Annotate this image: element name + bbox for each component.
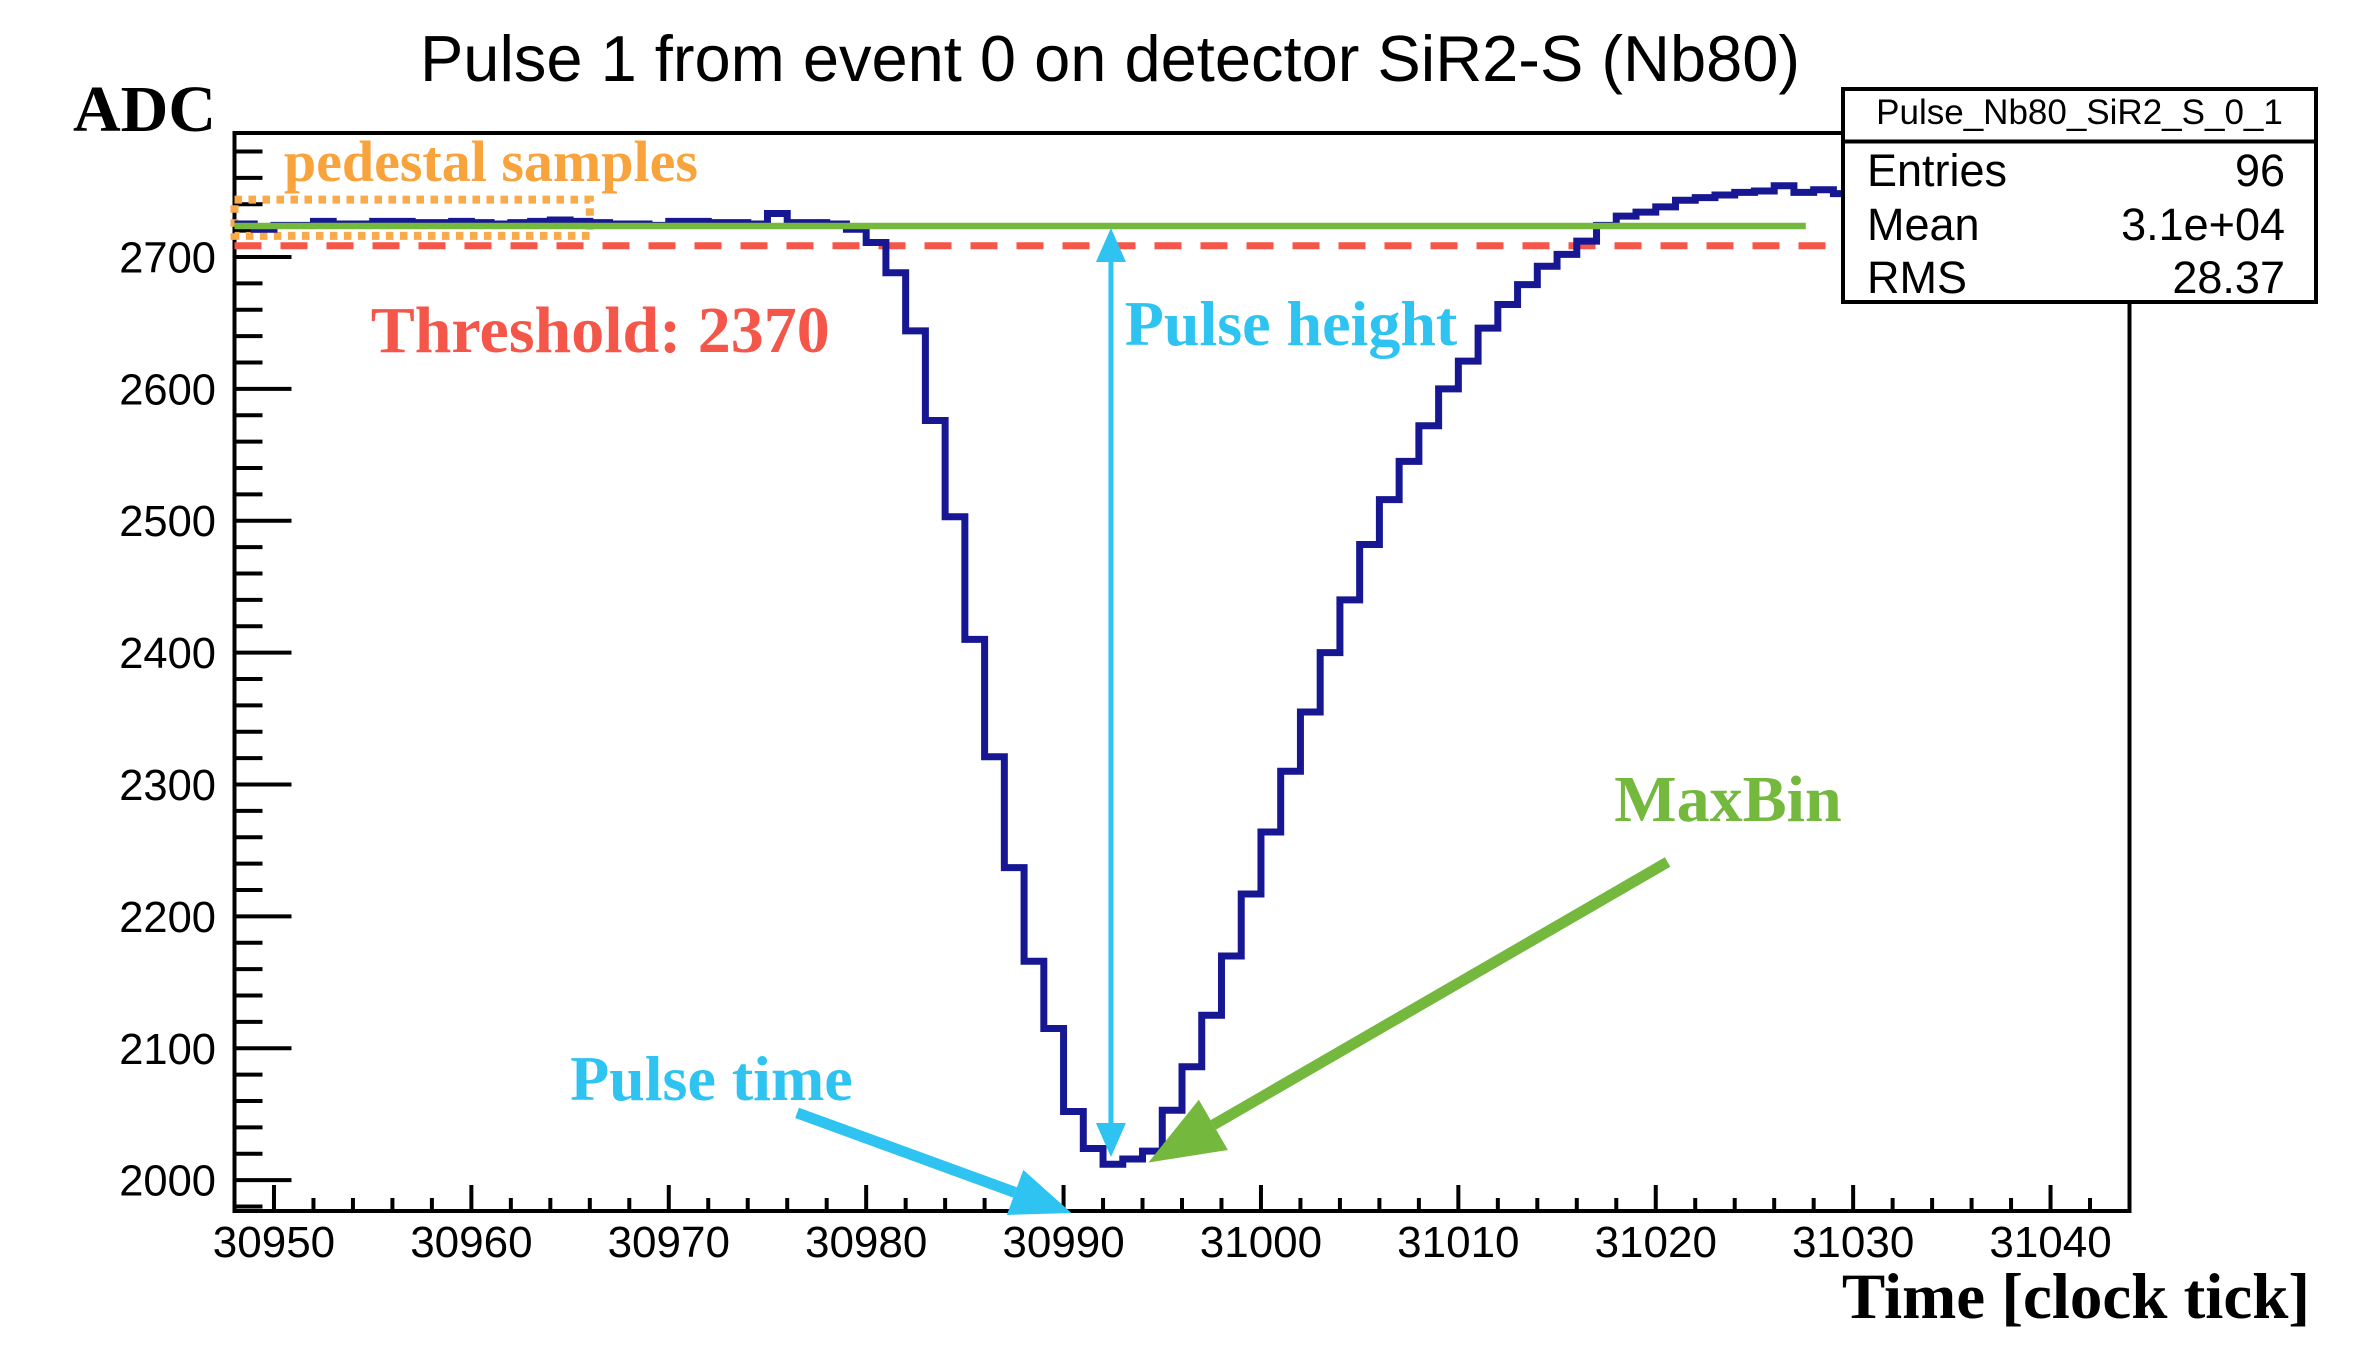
pulse-time-arrow-shaft xyxy=(795,1107,1017,1198)
stats-rms-label: RMS xyxy=(1867,252,1967,303)
x-tick-label: 30950 xyxy=(213,1218,335,1267)
x-tick-label: 31010 xyxy=(1397,1218,1519,1267)
x-tick-label: 30960 xyxy=(410,1218,532,1267)
y-tick-label: 2400 xyxy=(119,630,216,678)
stats-mean-value: 3.1e+04 xyxy=(2121,199,2285,250)
y-tick-label: 2300 xyxy=(119,762,216,810)
plot-frame xyxy=(232,131,2132,1213)
y-tick-label: 2100 xyxy=(119,1026,216,1074)
x-tick-label: 31020 xyxy=(1595,1218,1717,1267)
annotation-pulse-time: Pulse time xyxy=(570,1043,853,1114)
y-tick-label: 2700 xyxy=(119,234,216,282)
y-tick-label: 2000 xyxy=(119,1158,216,1206)
pulse-height-arrow-head xyxy=(1095,1123,1126,1158)
stats-rms-value: 28.37 xyxy=(2172,252,2285,303)
axis-tick-labels: 2000 2100 2200 2300 2400 2500 2600 2700 30950 309… xyxy=(119,234,2112,1267)
annotation-pedestal-samples: pedestal samples xyxy=(284,129,698,194)
stats-entries-value: 96 xyxy=(2235,145,2285,196)
x-tick-label: 30990 xyxy=(1002,1218,1124,1267)
y-tick-label: 2200 xyxy=(119,894,216,942)
x-tick-label: 30980 xyxy=(805,1218,927,1267)
x-axis-title: Time [clock tick] xyxy=(1842,1261,2310,1333)
y-axis-title: ADC xyxy=(73,73,216,146)
y-tick-label: 2500 xyxy=(119,498,216,546)
annotation-texts: pedestal samples Threshold: 2370 Pulse hei… xyxy=(284,129,1842,1114)
annotation-arrows xyxy=(795,227,1671,1215)
overlay-lines xyxy=(230,195,2130,250)
annotation-maxbin: MaxBin xyxy=(1614,763,1841,836)
stats-entries-label: Entries xyxy=(1867,145,2007,196)
stats-box-frame xyxy=(1841,87,2318,304)
annotation-threshold: Threshold: 2370 xyxy=(371,294,830,367)
stats-box-title: Pulse_Nb80_SiR2_S_0_1 xyxy=(1876,93,2283,132)
axis-ticks xyxy=(232,149,2132,1211)
pulse-time-arrow-head xyxy=(1006,1169,1072,1215)
x-tick-label: 31030 xyxy=(1792,1218,1914,1267)
maxbin-arrow-shaft xyxy=(1210,857,1671,1130)
y-tick-label: 2600 xyxy=(119,366,216,414)
maxbin-arrow-head xyxy=(1148,1099,1228,1163)
x-tick-label: 31000 xyxy=(1200,1218,1322,1267)
chart-title: Pulse 1 from event 0 on detector SiR2-S … xyxy=(420,22,1800,95)
stats-mean-label: Mean xyxy=(1867,199,1980,250)
x-tick-label: 31040 xyxy=(1989,1218,2111,1267)
stats-box: Pulse_Nb80_SiR2_S_0_1 Entries 96 Mean 3.… xyxy=(1841,87,2318,304)
annotation-pulse-height: Pulse height xyxy=(1125,288,1458,359)
x-tick-label: 30970 xyxy=(608,1218,730,1267)
pulse-height-arrow-tail-head xyxy=(1095,227,1126,262)
